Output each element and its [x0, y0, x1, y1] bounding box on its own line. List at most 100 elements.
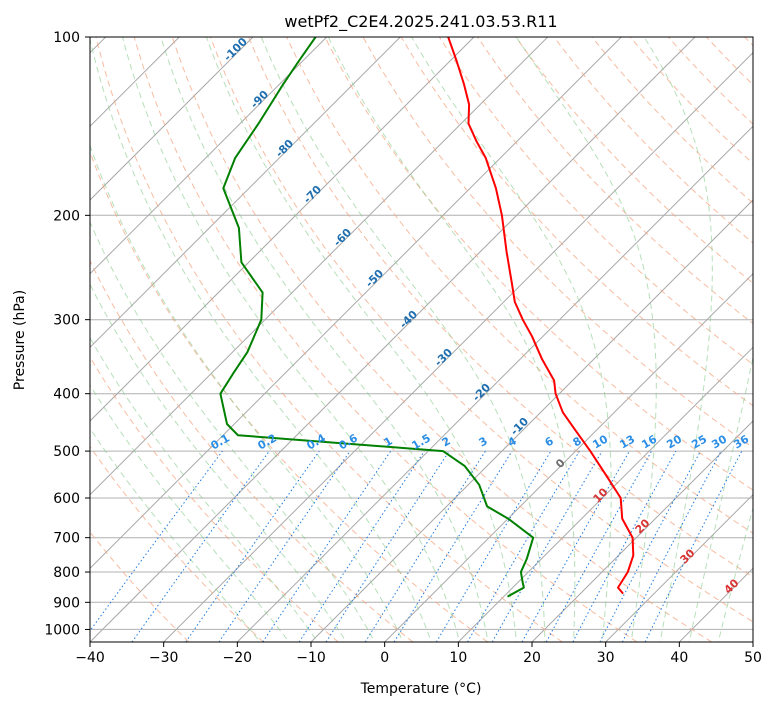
x-tick-label: 20: [523, 650, 541, 666]
reference-lines: [90, 24, 775, 642]
isotherm-line: [163, 51, 753, 642]
isotherm-label: -30: [432, 346, 455, 369]
moist-adiabat-line: [327, 37, 576, 642]
dry-adiabat-line: [743, 37, 753, 47]
mixing-ratio-line: [298, 450, 425, 642]
isotherm-line: [90, 37, 549, 496]
mixing-ratio-line: [467, 450, 580, 642]
isotherm-line: [90, 37, 475, 422]
x-tick-label: 40: [670, 650, 688, 666]
mixing-ratio-line: [364, 450, 486, 642]
isotherm-line: [90, 37, 402, 349]
mixing-ratio-line: [218, 450, 351, 642]
mixing-ratio-line: [644, 450, 743, 642]
mixing-ratio-label: 16: [639, 432, 659, 451]
x-tick-label: 0: [380, 650, 389, 666]
isotherm-line: [90, 37, 328, 275]
mixing-ratio-label: 0.2: [256, 431, 279, 452]
moist-adiabat-line: [90, 283, 347, 642]
mixing-ratio-line: [90, 450, 223, 632]
y-tick-label: 700: [53, 531, 80, 547]
x-tick-label: −10: [296, 650, 326, 666]
moist-adiabat-line: [90, 220, 376, 642]
dry-adiabat-line: [438, 37, 753, 366]
moist-adiabat-line: [90, 37, 432, 642]
mixing-ratio-label: 30: [709, 432, 729, 451]
x-tick-label: 10: [449, 650, 467, 666]
dry-adiabat-line: [324, 37, 753, 491]
dry-adiabat-line: [705, 37, 753, 86]
x-tick-label: −40: [75, 650, 105, 666]
mixing-ratio-label: 0.1: [209, 431, 232, 452]
moist-adiabat-label: 10: [591, 485, 611, 505]
moist-adiabat-line: [643, 37, 713, 642]
moist-adiabat-label: 20: [633, 516, 653, 536]
moist-adiabat-line: [411, 37, 612, 642]
dry-adiabat-line: [362, 37, 753, 449]
isotherm-label: -40: [397, 308, 420, 331]
mixing-ratio-label: 20: [664, 432, 684, 451]
moist-adiabat-line: [515, 37, 657, 642]
isotherm-label: -100: [221, 35, 250, 64]
mixing-ratio-label: 8: [571, 434, 584, 449]
moist-adiabat-line: [160, 37, 489, 642]
isotherm-line: [531, 420, 753, 642]
mixing-ratio-line: [435, 450, 552, 642]
mixing-ratio-line: [599, 450, 701, 642]
dry-adiabat-line: [90, 531, 190, 642]
dry-adiabat-line: [591, 37, 753, 204]
dry-adiabat-line: [400, 37, 753, 407]
mixing-ratio-line: [393, 450, 513, 642]
isotherm-label: -80: [273, 137, 296, 160]
mixing-ratio-line: [521, 450, 630, 642]
mixing-ratio-label: 0.4: [305, 431, 329, 452]
reference-labels: 0.1 0.2 0.4 0.6 1 1.5 2 3 4 6 8 10 13 16 20 25 30 36-100-…: [209, 35, 752, 597]
mixing-ratio-line: [325, 450, 450, 642]
plot-frame: [89, 36, 754, 643]
y-tick-label: 600: [53, 491, 80, 507]
dry-adiabat-line: [133, 37, 638, 642]
isotherm-line: [457, 346, 753, 642]
dry-adiabat-line: [95, 37, 563, 642]
moist-adiabat-line: [90, 144, 404, 642]
isotherm-line: [310, 199, 753, 642]
dry-adiabat-line: [248, 37, 753, 578]
temperature-trace: [447, 37, 635, 595]
isotherm-line: [605, 493, 753, 642]
dry-adiabat-line: [90, 356, 339, 642]
isotherm-label: -70: [301, 183, 324, 206]
mixing-ratio-label: 10: [590, 432, 610, 451]
mixing-ratio-line: [572, 450, 677, 642]
mixing-ratio-line: [131, 450, 270, 642]
mixing-ratio-line: [185, 450, 320, 642]
dry-adiabat-line: [286, 37, 753, 534]
moist-adiabat-line: [717, 506, 753, 642]
chart-title: wetPf2_C2E4.2025.241.03.53.R11: [284, 12, 557, 32]
mixing-ratio-label: 6: [543, 434, 556, 449]
moist-adiabat-line: [688, 355, 753, 642]
mixing-ratio-label: 25: [689, 433, 709, 452]
mixing-ratio-label: 13: [617, 433, 637, 452]
moist-adiabat-line: [260, 37, 546, 642]
isotherm-line: [90, 37, 696, 642]
dry-adiabat-line: [667, 37, 753, 125]
isotherm-line: [90, 37, 254, 201]
mixing-ratio-line: [262, 450, 392, 642]
dry-adiabat-line: [770, 24, 775, 642]
isotherm-label: -60: [331, 226, 354, 249]
y-tick-label: 800: [53, 565, 80, 581]
moist-adiabat-line: [90, 427, 261, 642]
profile-traces: [219, 37, 635, 598]
x-tick-label: −30: [149, 650, 179, 666]
dry-adiabat-line: [90, 445, 264, 642]
y-tick-label: 400: [53, 387, 80, 403]
x-tick-label: 50: [744, 650, 762, 666]
y-tick-label: 300: [53, 313, 80, 329]
y-axis-label: Pressure (hPa): [12, 290, 28, 390]
dewpoint-trace: [219, 37, 535, 598]
mixing-ratio-label: 36: [731, 432, 751, 451]
isotherm-label: -20: [470, 381, 493, 404]
isotherm-line: [384, 272, 753, 642]
moist-adiabat-line: [90, 336, 319, 642]
